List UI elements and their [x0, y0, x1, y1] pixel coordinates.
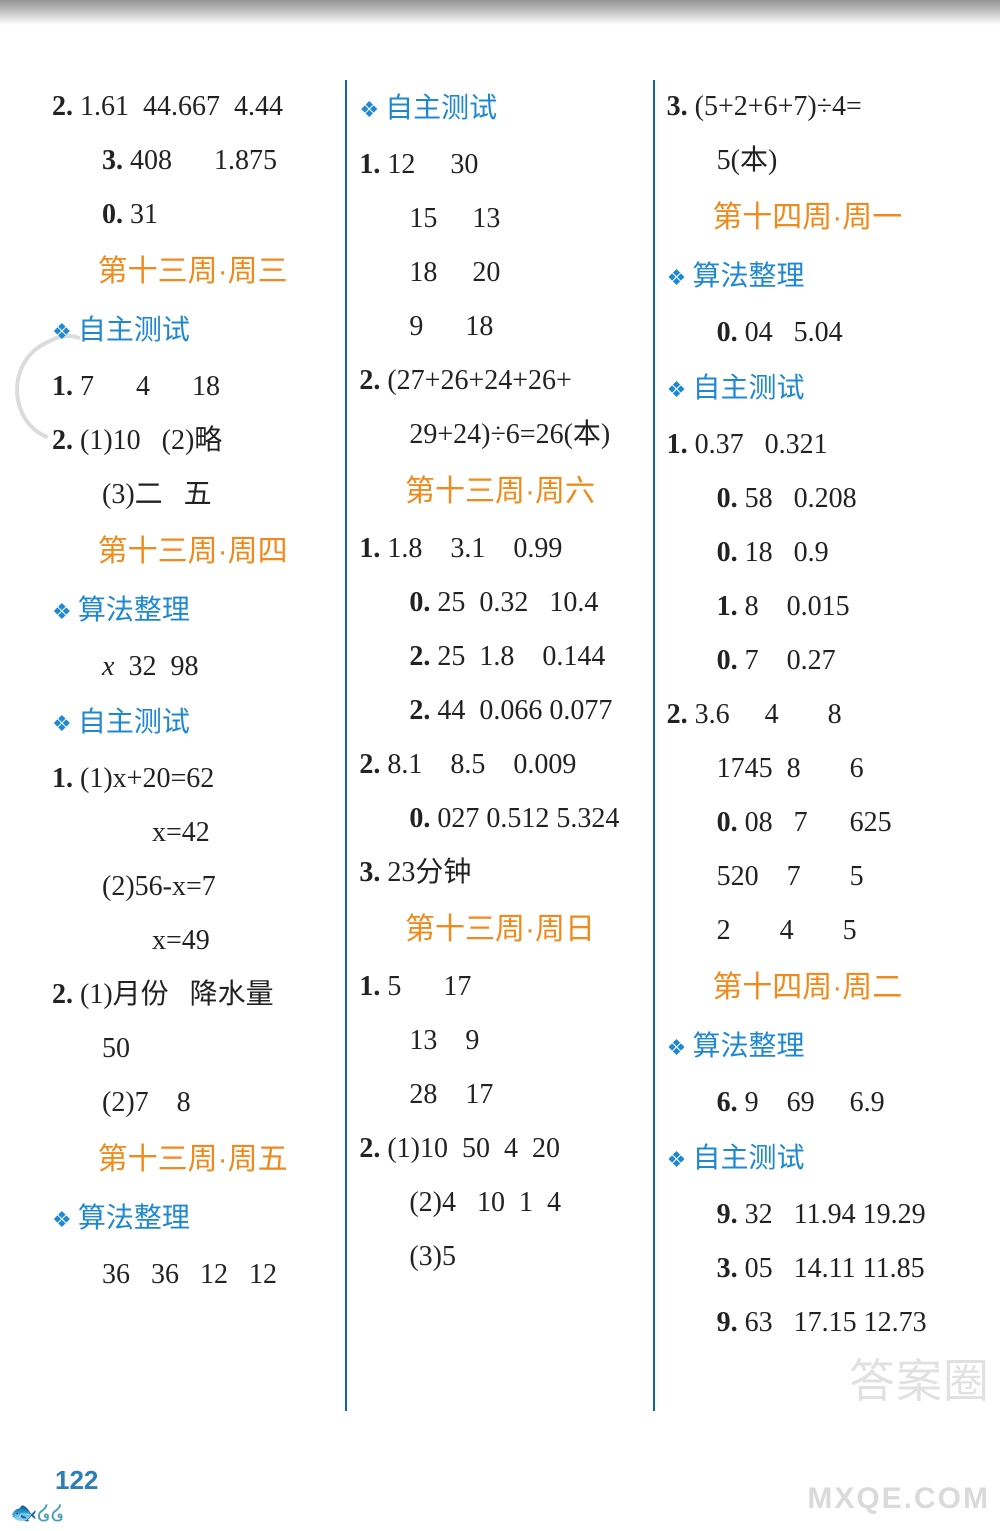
heading: 第十四周·周二 [667, 958, 948, 1018]
subheading: 自主测试 [52, 302, 333, 360]
page-content: 2. 1.61 44.667 4.443. 408 1.8750. 31第十三周… [0, 20, 1000, 1531]
column-2: 自主测试1. 12 3015 1318 209 182. (27+26+24+2… [345, 80, 652, 1411]
answer-line: 0. 027 0.512 5.324 [359, 792, 640, 846]
answer-line: x=49 [52, 914, 333, 968]
column-3: 3. (5+2+6+7)÷4=5(本)第十四周·周一算法整理0. 04 5.04… [653, 80, 960, 1411]
answer-line: 1. 0.37 0.321 [667, 418, 948, 472]
answer-line: 0. 25 0.32 10.4 [359, 576, 640, 630]
answer-line: (2)56-x=7 [52, 860, 333, 914]
answer-line: 50 [52, 1022, 333, 1076]
heading: 第十三周·周四 [52, 522, 333, 582]
subheading: 算法整理 [52, 582, 333, 640]
answer-line: 2 4 5 [667, 904, 948, 958]
answer-line: 520 7 5 [667, 850, 948, 904]
answer-line: 2. 44 0.066 0.077 [359, 684, 640, 738]
answer-line: 0. 7 0.27 [667, 634, 948, 688]
answer-line: (3)5 [359, 1230, 640, 1284]
answer-line: 0. 04 5.04 [667, 306, 948, 360]
subheading: 算法整理 [52, 1190, 333, 1248]
answer-line: x 32 98 [52, 640, 333, 694]
answer-line: 13 9 [359, 1014, 640, 1068]
page-number: 122 [55, 1465, 98, 1496]
heading: 第十四周·周一 [667, 188, 948, 248]
answer-line: 3. 23分钟 [359, 846, 640, 900]
answer-line: 0. 18 0.9 [667, 526, 948, 580]
answer-line: 3. 408 1.875 [52, 134, 333, 188]
subheading: 算法整理 [667, 1018, 948, 1076]
column-1: 2. 1.61 44.667 4.443. 408 1.8750. 31第十三周… [40, 80, 345, 1411]
answer-line: 1. 7 4 18 [52, 360, 333, 414]
answer-line: x=42 [52, 806, 333, 860]
answer-line: 1. 12 30 [359, 138, 640, 192]
answer-line: 0. 31 [52, 188, 333, 242]
answer-line: (2)4 10 1 4 [359, 1176, 640, 1230]
subheading: 自主测试 [52, 694, 333, 752]
answer-line: 0. 08 7 625 [667, 796, 948, 850]
answer-line: (3)二 五 [52, 468, 333, 522]
fish-decoration: 🐟 ໒ ໒ [10, 1500, 62, 1526]
answer-line: 2. 25 1.8 0.144 [359, 630, 640, 684]
answer-line: 3. 05 14.11 11.85 [667, 1242, 948, 1296]
answer-line: 28 17 [359, 1068, 640, 1122]
watermark-bottom: MXQE.COM [807, 1482, 990, 1516]
subheading: 自主测试 [667, 360, 948, 418]
heading: 第十三周·周六 [359, 462, 640, 522]
heading: 第十三周·周五 [52, 1130, 333, 1190]
watermark-right: 答案圈 [849, 1345, 990, 1411]
answer-line: 5(本) [667, 134, 948, 188]
answer-line: 1. (1)x+20=62 [52, 752, 333, 806]
answer-line: 2. 1.61 44.667 4.44 [52, 80, 333, 134]
answer-line: 2. 8.1 8.5 0.009 [359, 738, 640, 792]
answer-line: 2. (1)10 (2)略 [52, 414, 333, 468]
subheading: 自主测试 [359, 80, 640, 138]
answer-line: 1. 8 0.015 [667, 580, 948, 634]
subheading: 自主测试 [667, 1130, 948, 1188]
answer-line: 36 36 12 12 [52, 1248, 333, 1302]
heading: 第十三周·周日 [359, 900, 640, 960]
answer-line: 3. (5+2+6+7)÷4= [667, 80, 948, 134]
answer-line: 29+24)÷6=26(本) [359, 408, 640, 462]
answer-line: 1745 8 6 [667, 742, 948, 796]
answer-line: 1. 5 17 [359, 960, 640, 1014]
answer-line: 2. (1)月份 降水量 [52, 968, 333, 1022]
answer-line: (2)7 8 [52, 1076, 333, 1130]
answer-line: 9. 32 11.94 19.29 [667, 1188, 948, 1242]
answer-line: 2. 3.6 4 8 [667, 688, 948, 742]
answer-line: 15 13 [359, 192, 640, 246]
answer-line: 2. (1)10 50 4 20 [359, 1122, 640, 1176]
answer-line: 0. 58 0.208 [667, 472, 948, 526]
answer-line: 9 18 [359, 300, 640, 354]
answer-line: 18 20 [359, 246, 640, 300]
subheading: 算法整理 [667, 248, 948, 306]
answer-line: 1. 1.8 3.1 0.99 [359, 522, 640, 576]
heading: 第十三周·周三 [52, 242, 333, 302]
answer-line: 9. 63 17.15 12.73 [667, 1296, 948, 1350]
answer-line: 6. 9 69 6.9 [667, 1076, 948, 1130]
answer-line: 2. (27+26+24+26+ [359, 354, 640, 408]
